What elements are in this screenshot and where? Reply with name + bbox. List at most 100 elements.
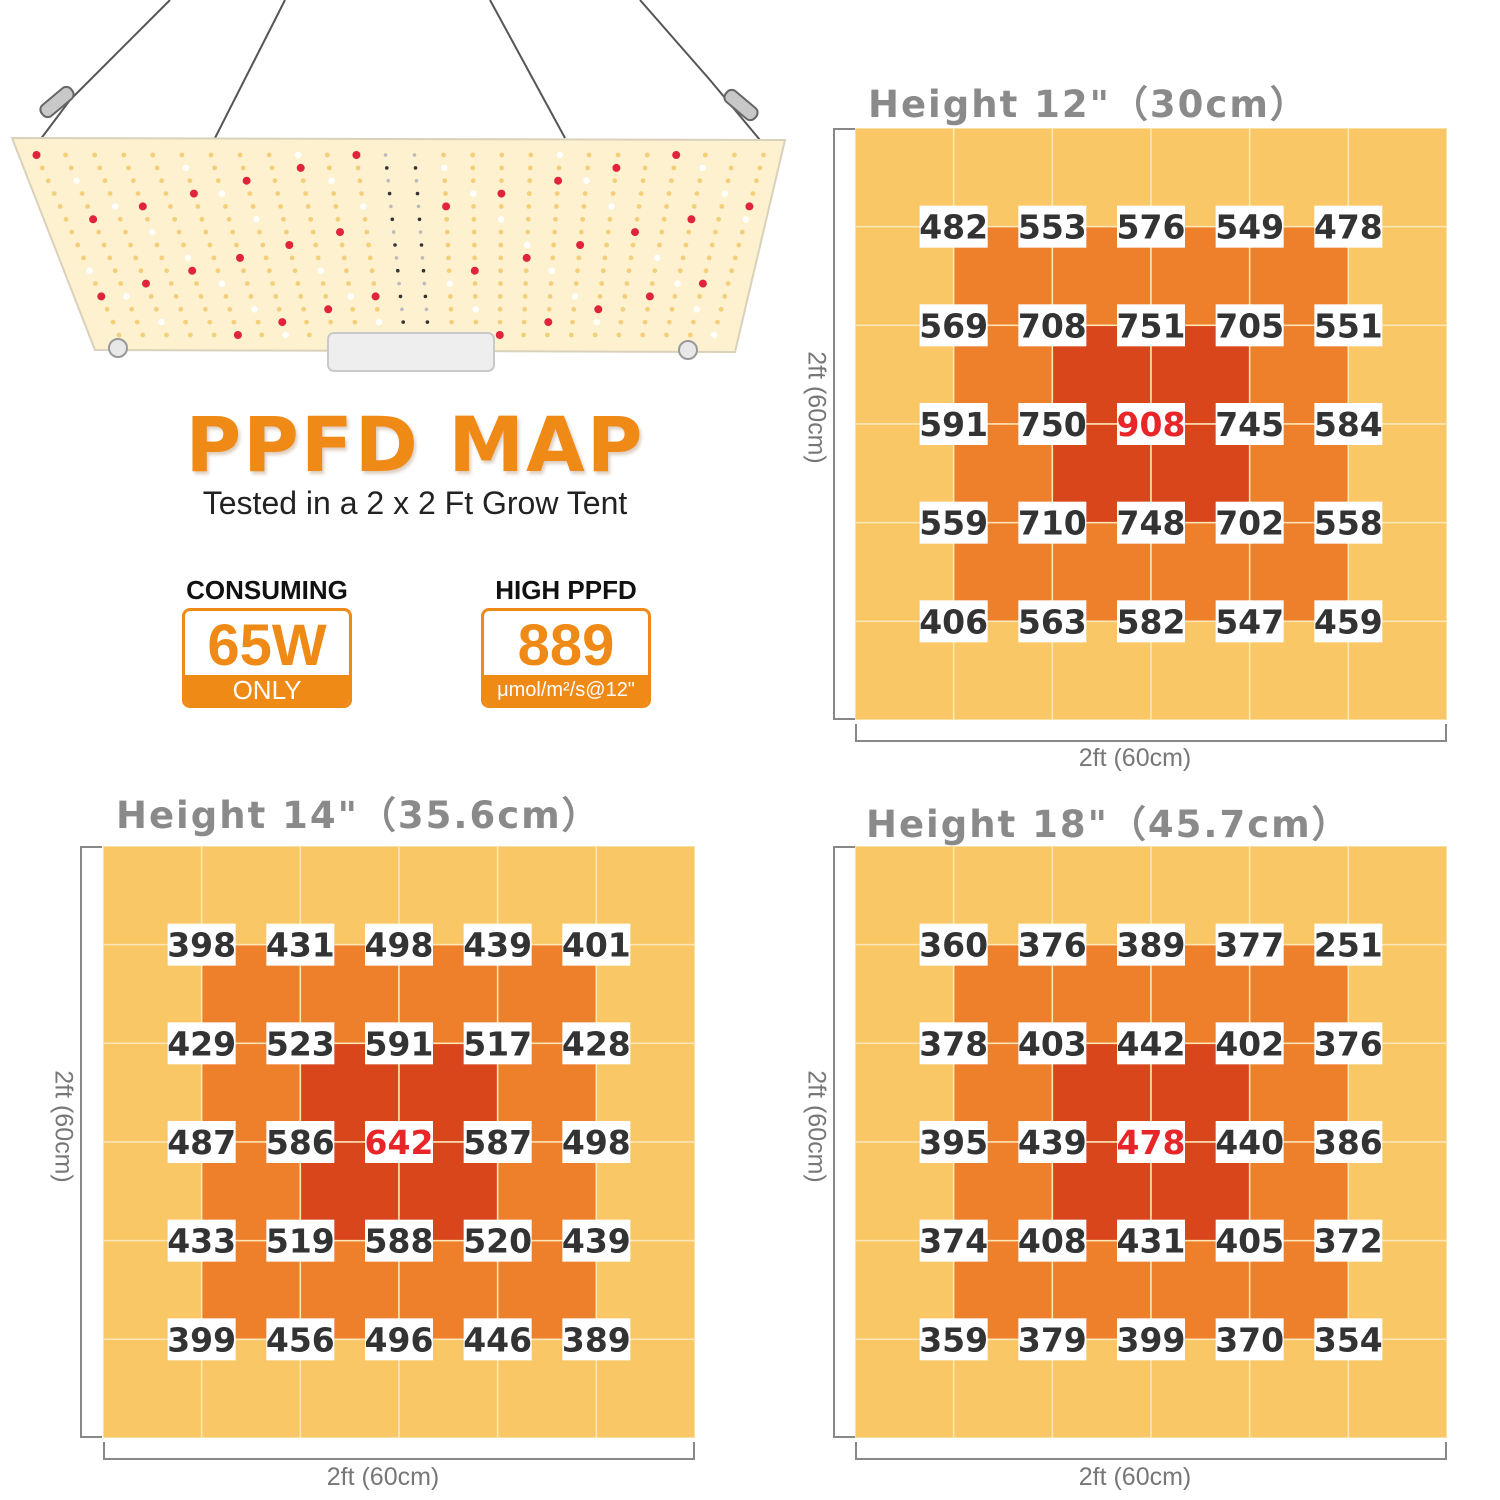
value-label: 376 bbox=[1314, 1024, 1383, 1063]
led-dot bbox=[304, 319, 309, 325]
value-label: 354 bbox=[1314, 1320, 1383, 1359]
value-label-box bbox=[1117, 923, 1185, 966]
value-label-box bbox=[463, 923, 532, 966]
value-label: 406 bbox=[919, 602, 988, 641]
value-label: 482 bbox=[919, 208, 988, 247]
value-label: 431 bbox=[266, 926, 335, 965]
led-dot bbox=[554, 176, 563, 185]
led-dot bbox=[745, 202, 754, 211]
led-dot bbox=[415, 191, 420, 196]
led-dot bbox=[551, 242, 557, 248]
led-dot bbox=[89, 215, 98, 224]
led-dot bbox=[604, 242, 609, 248]
y-axis-label: 2ft (60cm) bbox=[802, 351, 831, 464]
value-label-box bbox=[919, 1219, 988, 1262]
value-label-box bbox=[1018, 304, 1087, 347]
value-label-box bbox=[463, 1219, 532, 1262]
led-dot bbox=[691, 319, 696, 325]
x-axis-label: 2ft (60cm) bbox=[326, 1463, 440, 1491]
led-dot bbox=[184, 254, 192, 262]
led-dot bbox=[661, 216, 667, 222]
led-dot bbox=[81, 255, 86, 261]
value-label-box bbox=[266, 1022, 335, 1065]
led-dot bbox=[154, 242, 160, 248]
value-label: 403 bbox=[1018, 1024, 1087, 1063]
led-dot bbox=[32, 151, 41, 159]
led-dot bbox=[470, 178, 476, 184]
led-dot bbox=[257, 229, 262, 235]
led-dot bbox=[308, 216, 314, 222]
led-dot bbox=[442, 202, 451, 211]
value-label: 702 bbox=[1215, 504, 1284, 543]
led-dot bbox=[634, 216, 640, 222]
led-dot bbox=[335, 216, 341, 222]
led-dot bbox=[140, 332, 146, 338]
led-dot bbox=[666, 191, 672, 197]
led-dot bbox=[386, 178, 391, 183]
value-label-box bbox=[1018, 403, 1087, 445]
led-dot bbox=[203, 306, 208, 312]
led-dot bbox=[499, 165, 504, 171]
led-dot bbox=[231, 319, 237, 325]
led-dot bbox=[687, 215, 696, 224]
led-dot bbox=[497, 216, 505, 223]
led-dot bbox=[341, 255, 347, 261]
heatmap-title: Height 18"（45.7cm） bbox=[866, 803, 1351, 846]
value-label-box bbox=[919, 501, 988, 544]
led-dot bbox=[393, 243, 397, 247]
led-dot bbox=[295, 281, 301, 286]
value-label-box bbox=[1018, 923, 1087, 966]
value-label: 402 bbox=[1215, 1024, 1284, 1063]
led-dot bbox=[571, 293, 579, 300]
led-dot bbox=[123, 229, 128, 235]
led-dot bbox=[168, 204, 173, 209]
led-dot bbox=[642, 165, 648, 171]
led-dot bbox=[610, 191, 616, 197]
led-dot bbox=[240, 165, 246, 171]
value-label: 429 bbox=[167, 1024, 236, 1063]
value-label: 456 bbox=[266, 1320, 335, 1359]
led-dot bbox=[92, 152, 98, 158]
value-label: 399 bbox=[167, 1320, 236, 1359]
led-dot bbox=[357, 178, 363, 184]
led-dot bbox=[586, 152, 592, 158]
led-dot bbox=[164, 268, 170, 274]
value-label-box bbox=[919, 205, 988, 248]
x-axis-bracket bbox=[855, 724, 1447, 742]
value-label-box bbox=[1117, 1219, 1185, 1262]
value-label: 708 bbox=[1018, 306, 1087, 345]
led-dot bbox=[215, 178, 221, 184]
led-dot bbox=[550, 255, 556, 261]
value-label-box bbox=[1018, 1219, 1087, 1262]
led-dot bbox=[631, 228, 639, 237]
led-dot bbox=[75, 242, 81, 248]
led-dot bbox=[292, 268, 298, 274]
led-dot bbox=[642, 319, 648, 325]
value-label-box bbox=[1215, 205, 1284, 248]
led-dot bbox=[600, 268, 606, 274]
value-label: 705 bbox=[1215, 306, 1284, 345]
heatmap-grid: 482 553 576 549 478 569 708 751 705 551 591 750 908 7… bbox=[855, 128, 1447, 720]
led-dot bbox=[207, 242, 213, 248]
led-dot bbox=[367, 255, 373, 261]
value-label-box bbox=[463, 1318, 532, 1361]
led-dot bbox=[158, 318, 165, 326]
led-dot bbox=[521, 332, 526, 338]
led-dot bbox=[278, 318, 287, 327]
value-label: 251 bbox=[1314, 926, 1383, 965]
value-label-box bbox=[1117, 501, 1185, 544]
heatmap-cell bbox=[1347, 1338, 1447, 1438]
value-label-box bbox=[266, 1318, 335, 1361]
led-dot bbox=[713, 229, 718, 235]
led-dot bbox=[183, 319, 189, 325]
led-dot bbox=[51, 191, 57, 197]
value-label: 496 bbox=[365, 1320, 434, 1359]
led-dot bbox=[218, 190, 226, 197]
led-dot bbox=[414, 178, 419, 183]
value-label-box bbox=[1314, 1219, 1383, 1262]
ppfd-stat-box: 889 μmol/m²/s@12" bbox=[481, 608, 651, 708]
led-dot bbox=[145, 216, 150, 222]
led-dot bbox=[691, 204, 697, 209]
led-dot bbox=[522, 306, 528, 312]
led-dot bbox=[499, 152, 505, 158]
